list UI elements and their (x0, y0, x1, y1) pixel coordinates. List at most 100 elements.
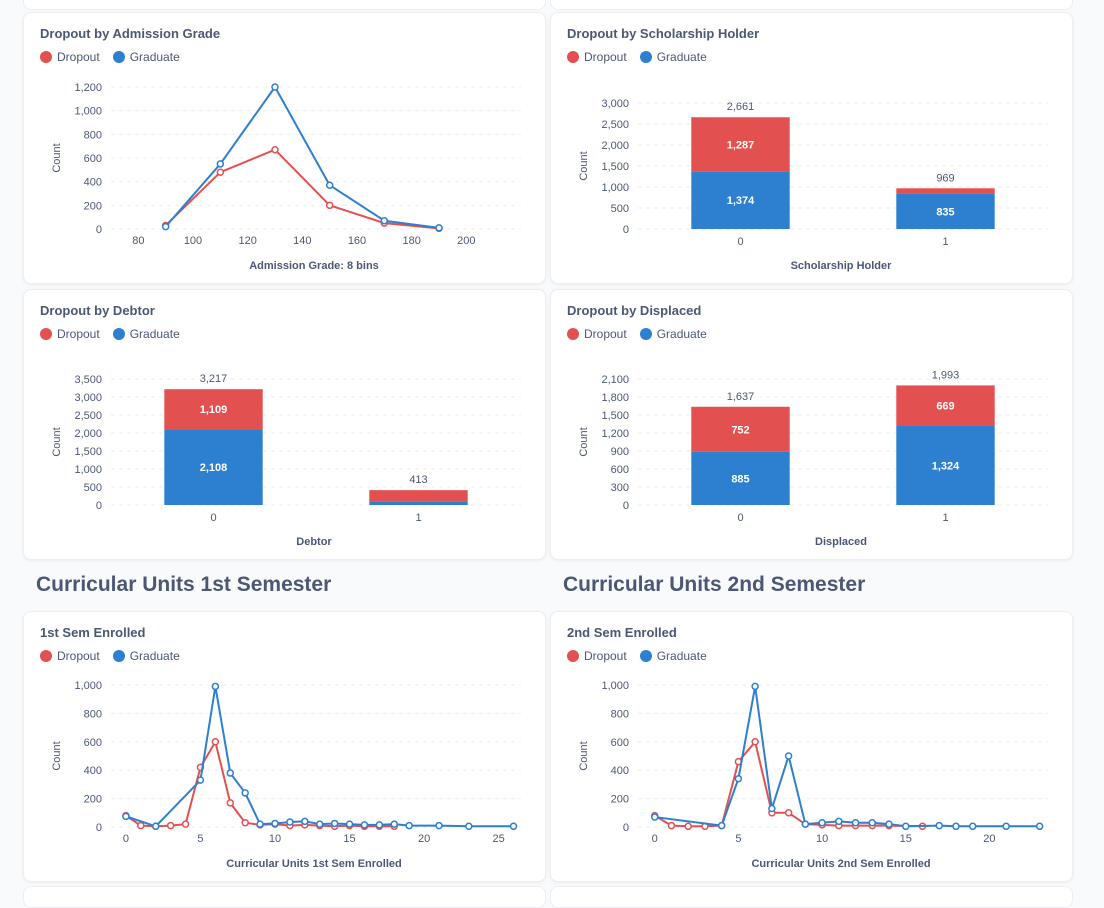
y-tick-label: 0 (96, 224, 102, 236)
legend-graduate-label[interactable]: Graduate (656, 649, 707, 663)
data-point-graduate (734, 774, 743, 783)
legend: Dropout Graduate (567, 649, 720, 663)
y-tick-label: 1,000 (74, 464, 102, 476)
y-axis-label: Count (578, 741, 590, 770)
legend-dropout-swatch (567, 650, 579, 662)
x-tick-label: 0 (652, 833, 658, 845)
x-tick-label: 10 (269, 833, 281, 845)
data-point-graduate (360, 821, 369, 829)
x-tick-label: 140 (293, 235, 311, 247)
legend-graduate-swatch (639, 650, 652, 662)
legend-graduate-label[interactable]: Graduate (656, 50, 707, 64)
chart-title[interactable]: 1st Sem Enrolled (40, 625, 146, 640)
bar-segment-dropout (164, 389, 263, 430)
bar-value-label: 1,287 (727, 139, 755, 151)
card-top-right-partial (550, 0, 1073, 10)
legend-dropout-label[interactable]: Dropout (57, 649, 100, 663)
legend-dropout-swatch (40, 51, 52, 63)
y-tick-label: 1,500 (601, 161, 629, 173)
card-admission-grade[interactable]: Dropout by Admission Grade Dropout Gradu… (23, 12, 546, 284)
bar-value-label: 1,324 (932, 460, 960, 472)
legend-graduate-label[interactable]: Graduate (656, 327, 707, 341)
legend-dropout-label[interactable]: Dropout (57, 327, 100, 341)
y-tick-label: 200 (84, 200, 102, 212)
card-bottom-right-partial (550, 886, 1073, 908)
data-point-graduate (271, 83, 279, 91)
bar-value-label: 885 (731, 473, 749, 485)
bar-segment-graduate (896, 193, 995, 229)
displaced-chart: 0 300 600 900 1,200 1,500 1,800 2,100 Count Displ… (578, 369, 1048, 548)
card-top-left-partial (23, 0, 546, 10)
legend-dropout-swatch (40, 650, 52, 662)
legend-dropout-label[interactable]: Dropout (57, 50, 100, 64)
x-axis-label: Curricular Units 1st Sem Enrolled (226, 858, 401, 870)
y-tick-label: 500 (611, 203, 629, 215)
scholarship-chart: 0 500 1,000 1,500 2,000 2,500 3,000 Count Schola… (578, 98, 1048, 272)
legend-graduate-swatch (112, 650, 125, 662)
data-point-dropout (137, 821, 145, 830)
data-point-graduate (216, 160, 225, 168)
chart-title[interactable]: Dropout by Scholarship Holder (567, 26, 760, 41)
legend-graduate-swatch (112, 328, 125, 340)
data-point-graduate (851, 818, 860, 827)
data-point-graduate (271, 819, 279, 828)
chart-title[interactable]: Dropout by Admission Grade (40, 26, 221, 41)
y-tick-label: 1,000 (74, 106, 102, 118)
card-1st-sem-enrolled[interactable]: 1st Sem Enrolled Dropout Graduate 0 200 40… (23, 611, 546, 882)
bar-segment-graduate (369, 501, 468, 505)
bar-segment-graduate (896, 425, 995, 505)
data-point-dropout (181, 820, 190, 828)
data-point-graduate (380, 216, 389, 225)
y-tick-label: 3,500 (74, 374, 102, 386)
bar-value-label: 2,108 (200, 462, 228, 474)
chart-title[interactable]: 2nd Sem Enrolled (567, 625, 677, 640)
chart-title[interactable]: Dropout by Debtor (40, 303, 155, 318)
card-2nd-sem-enrolled[interactable]: 2nd Sem Enrolled Dropout Graduate 0 200 40… (550, 611, 1073, 882)
card-debtor[interactable]: Dropout by Debtor Dropout Graduate 0 500 1… (23, 289, 546, 560)
bar-segment-dropout (691, 117, 790, 172)
chart-title[interactable]: Dropout by Displaced (567, 303, 702, 318)
y-tick-label: 800 (84, 708, 102, 720)
data-point-graduate (226, 769, 235, 777)
data-point-graduate (390, 820, 399, 828)
data-point-graduate (151, 822, 160, 831)
y-tick-label: 1,500 (601, 410, 629, 422)
y-tick-label: 800 (611, 708, 629, 720)
bar-total-label: 413 (409, 474, 427, 486)
legend-graduate-label[interactable]: Graduate (129, 327, 180, 341)
y-axis-label: Count (578, 151, 590, 180)
legend-graduate-label[interactable]: Graduate (129, 649, 180, 663)
x-tick-label: 0 (737, 512, 743, 524)
data-point-graduate (465, 822, 473, 831)
legend-dropout-label[interactable]: Dropout (584, 50, 627, 64)
legend-dropout-label[interactable]: Dropout (584, 649, 627, 663)
x-tick-label: 15 (900, 833, 912, 845)
legend-graduate-label[interactable]: Graduate (129, 50, 180, 64)
legend-dropout-label[interactable]: Dropout (584, 327, 627, 341)
y-tick-label: 400 (84, 765, 102, 777)
bar-value-label: 835 (936, 206, 954, 218)
data-point-graduate (784, 752, 793, 760)
data-point-dropout (166, 821, 175, 830)
data-point-graduate (952, 822, 960, 831)
data-point-dropout (784, 809, 793, 817)
x-tick-label: 0 (737, 236, 743, 248)
section-title-1st-semester: Curricular Units 1st Semester (36, 573, 332, 596)
legend: Dropout Graduate (40, 649, 193, 663)
legend-dropout-swatch (567, 328, 579, 340)
y-tick-label: 800 (84, 129, 102, 141)
y-axis-label: Count (51, 427, 63, 456)
card-displaced[interactable]: Dropout by Displaced Dropout Graduate 0 3… (550, 289, 1073, 560)
y-tick-label: 1,000 (74, 680, 102, 692)
x-tick-label: 120 (238, 235, 256, 247)
x-tick-label: 0 (210, 512, 216, 524)
bar-total-label: 969 (936, 172, 954, 184)
card-scholarship-holder[interactable]: Dropout by Scholarship Holder Dropout Gr… (550, 12, 1073, 284)
y-tick-label: 1,800 (601, 392, 629, 404)
data-point-graduate (122, 812, 130, 821)
x-axis-label: Scholarship Holder (791, 260, 893, 272)
data-point-graduate (286, 818, 294, 826)
y-tick-label: 300 (611, 482, 629, 494)
data-point-graduate (325, 181, 334, 189)
